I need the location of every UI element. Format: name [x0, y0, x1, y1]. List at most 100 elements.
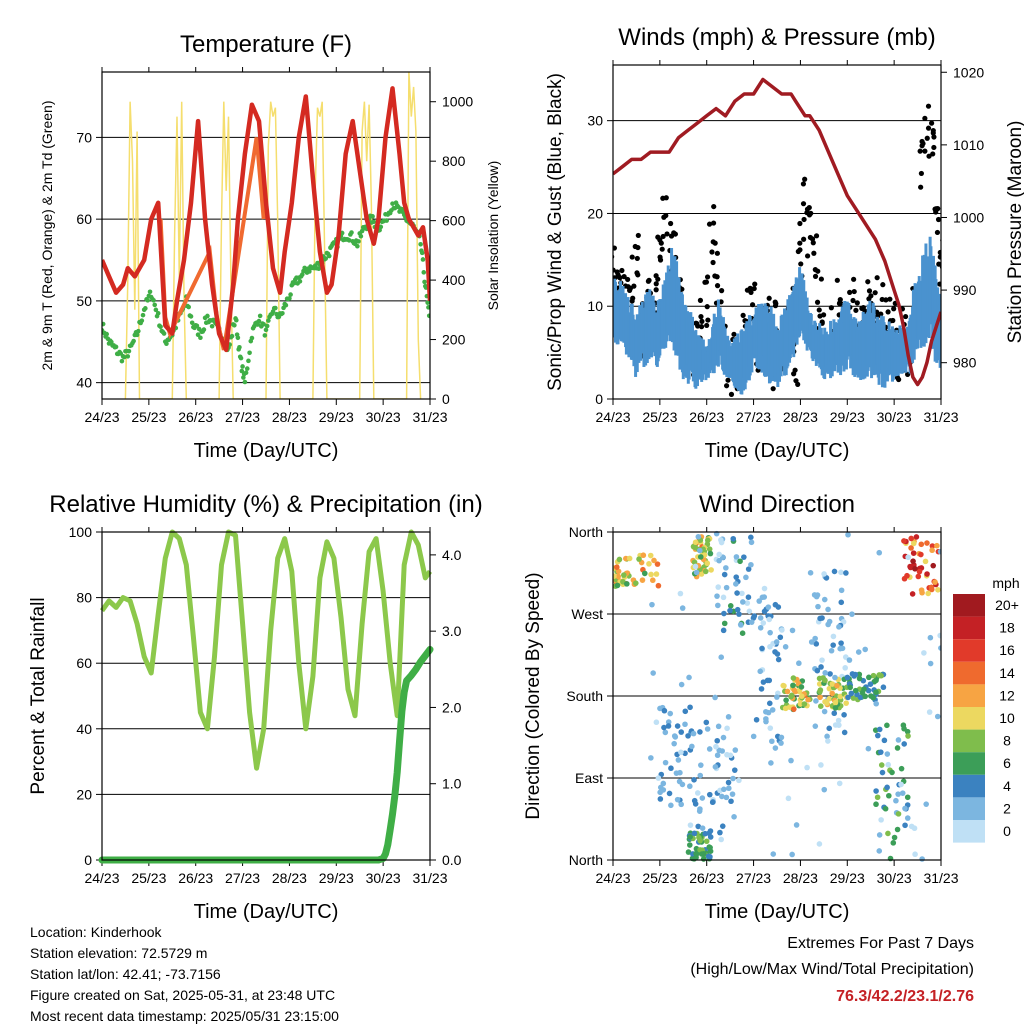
y-tick-label: West: [571, 606, 603, 622]
direction-point: [778, 734, 785, 741]
gust-point: [752, 281, 758, 287]
direction-point: [915, 573, 922, 580]
direction-point: [648, 571, 654, 578]
direction-point: [850, 695, 857, 701]
direction-point: [761, 585, 768, 592]
gust-point: [937, 249, 941, 256]
direction-point: [713, 743, 719, 750]
dewpoint-point: [300, 272, 305, 277]
direction-point: [650, 670, 656, 676]
direction-point: [885, 761, 892, 768]
direction-point: [900, 722, 907, 729]
direction-point: [748, 534, 754, 541]
direction-point: [913, 534, 920, 540]
legend-label: 12: [999, 687, 1015, 703]
location-text: Location: Kinderhook: [30, 924, 162, 940]
latlon-text: Station lat/lon: 42.41; -73.7156: [30, 966, 221, 982]
direction-point: [657, 796, 664, 802]
x-axis-label: Time (Day/UTC): [705, 440, 850, 462]
direction-point: [773, 639, 780, 645]
direction-point: [733, 574, 740, 580]
direction-point: [790, 682, 796, 689]
direction-point: [935, 586, 941, 593]
dewpoint-point: [247, 350, 252, 356]
x-tick-label: 30/23: [366, 870, 401, 886]
direction-point: [929, 547, 935, 554]
direction-point: [937, 548, 941, 555]
direction-point: [727, 607, 733, 614]
gust-point: [885, 309, 891, 315]
direction-point: [699, 851, 705, 857]
direction-point: [925, 590, 931, 597]
x-tick-label: 26/23: [689, 870, 724, 886]
direction-point: [690, 543, 697, 550]
gust-point: [731, 331, 737, 337]
direction-point: [796, 660, 802, 667]
direction-point: [904, 794, 911, 801]
dewpoint-point: [139, 318, 145, 323]
direction-point: [758, 686, 765, 692]
dewpoint-point: [152, 302, 158, 308]
dewpoint-point: [246, 358, 251, 364]
direction-point: [697, 554, 704, 560]
gust-point: [704, 304, 710, 310]
direction-point: [756, 598, 763, 604]
direction-point: [736, 777, 742, 784]
direction-point: [816, 681, 823, 687]
direction-point: [639, 577, 646, 583]
direction-point: [666, 790, 673, 797]
direction-point: [844, 674, 851, 681]
gust-point: [795, 381, 801, 387]
dewpoint-point: [288, 292, 293, 297]
direction-point: [743, 574, 749, 581]
dewpoint-point: [356, 239, 361, 244]
gust-point: [714, 250, 720, 256]
gust-point: [766, 295, 772, 301]
direction-point: [720, 734, 727, 741]
direction-point: [898, 781, 904, 788]
direction-point: [845, 531, 851, 538]
gust-point: [813, 233, 820, 239]
gust-point: [872, 290, 878, 296]
direction-point: [876, 848, 883, 854]
dewpoint-point: [422, 279, 427, 285]
direction-point: [849, 611, 855, 617]
dewpoint-point: [425, 300, 430, 305]
direction-point: [613, 564, 620, 570]
direction-point: [745, 566, 752, 572]
rh-series: [98, 529, 434, 864]
direction-point: [908, 535, 915, 542]
direction-point: [882, 805, 889, 812]
dewpoint-point: [209, 323, 215, 329]
direction-point: [895, 811, 902, 817]
legend-label: 18: [999, 620, 1015, 636]
direction-point: [932, 579, 938, 585]
direction-point: [818, 762, 824, 768]
direction-point: [870, 672, 877, 679]
legend-label: 2: [1003, 800, 1011, 816]
direction-point: [667, 710, 674, 717]
direction-point: [838, 587, 845, 594]
elevation-text: Station elevation: 72.5729 m: [30, 945, 208, 961]
direction-point: [894, 745, 901, 751]
direction-point: [826, 725, 833, 732]
direction-point: [717, 829, 723, 836]
y-tick-label: South: [566, 688, 603, 704]
direction-point: [874, 732, 881, 739]
dewpoint-point: [262, 333, 268, 338]
dewpoint-point: [136, 328, 141, 334]
direction-point: [737, 558, 743, 565]
gust-point: [621, 274, 627, 280]
direction-point: [653, 719, 660, 726]
direction-point: [744, 600, 751, 606]
gust-point: [797, 240, 803, 246]
extremes-title: Extremes For Past 7 Days: [787, 935, 974, 952]
y2-tick-label: 1.0: [442, 776, 462, 792]
legend-swatch: [953, 707, 985, 730]
direction-point: [817, 694, 823, 701]
direction-point: [924, 571, 930, 577]
direction-point: [926, 709, 933, 715]
direction-point: [691, 830, 698, 837]
direction-point: [830, 633, 837, 640]
direction-point: [686, 674, 692, 681]
